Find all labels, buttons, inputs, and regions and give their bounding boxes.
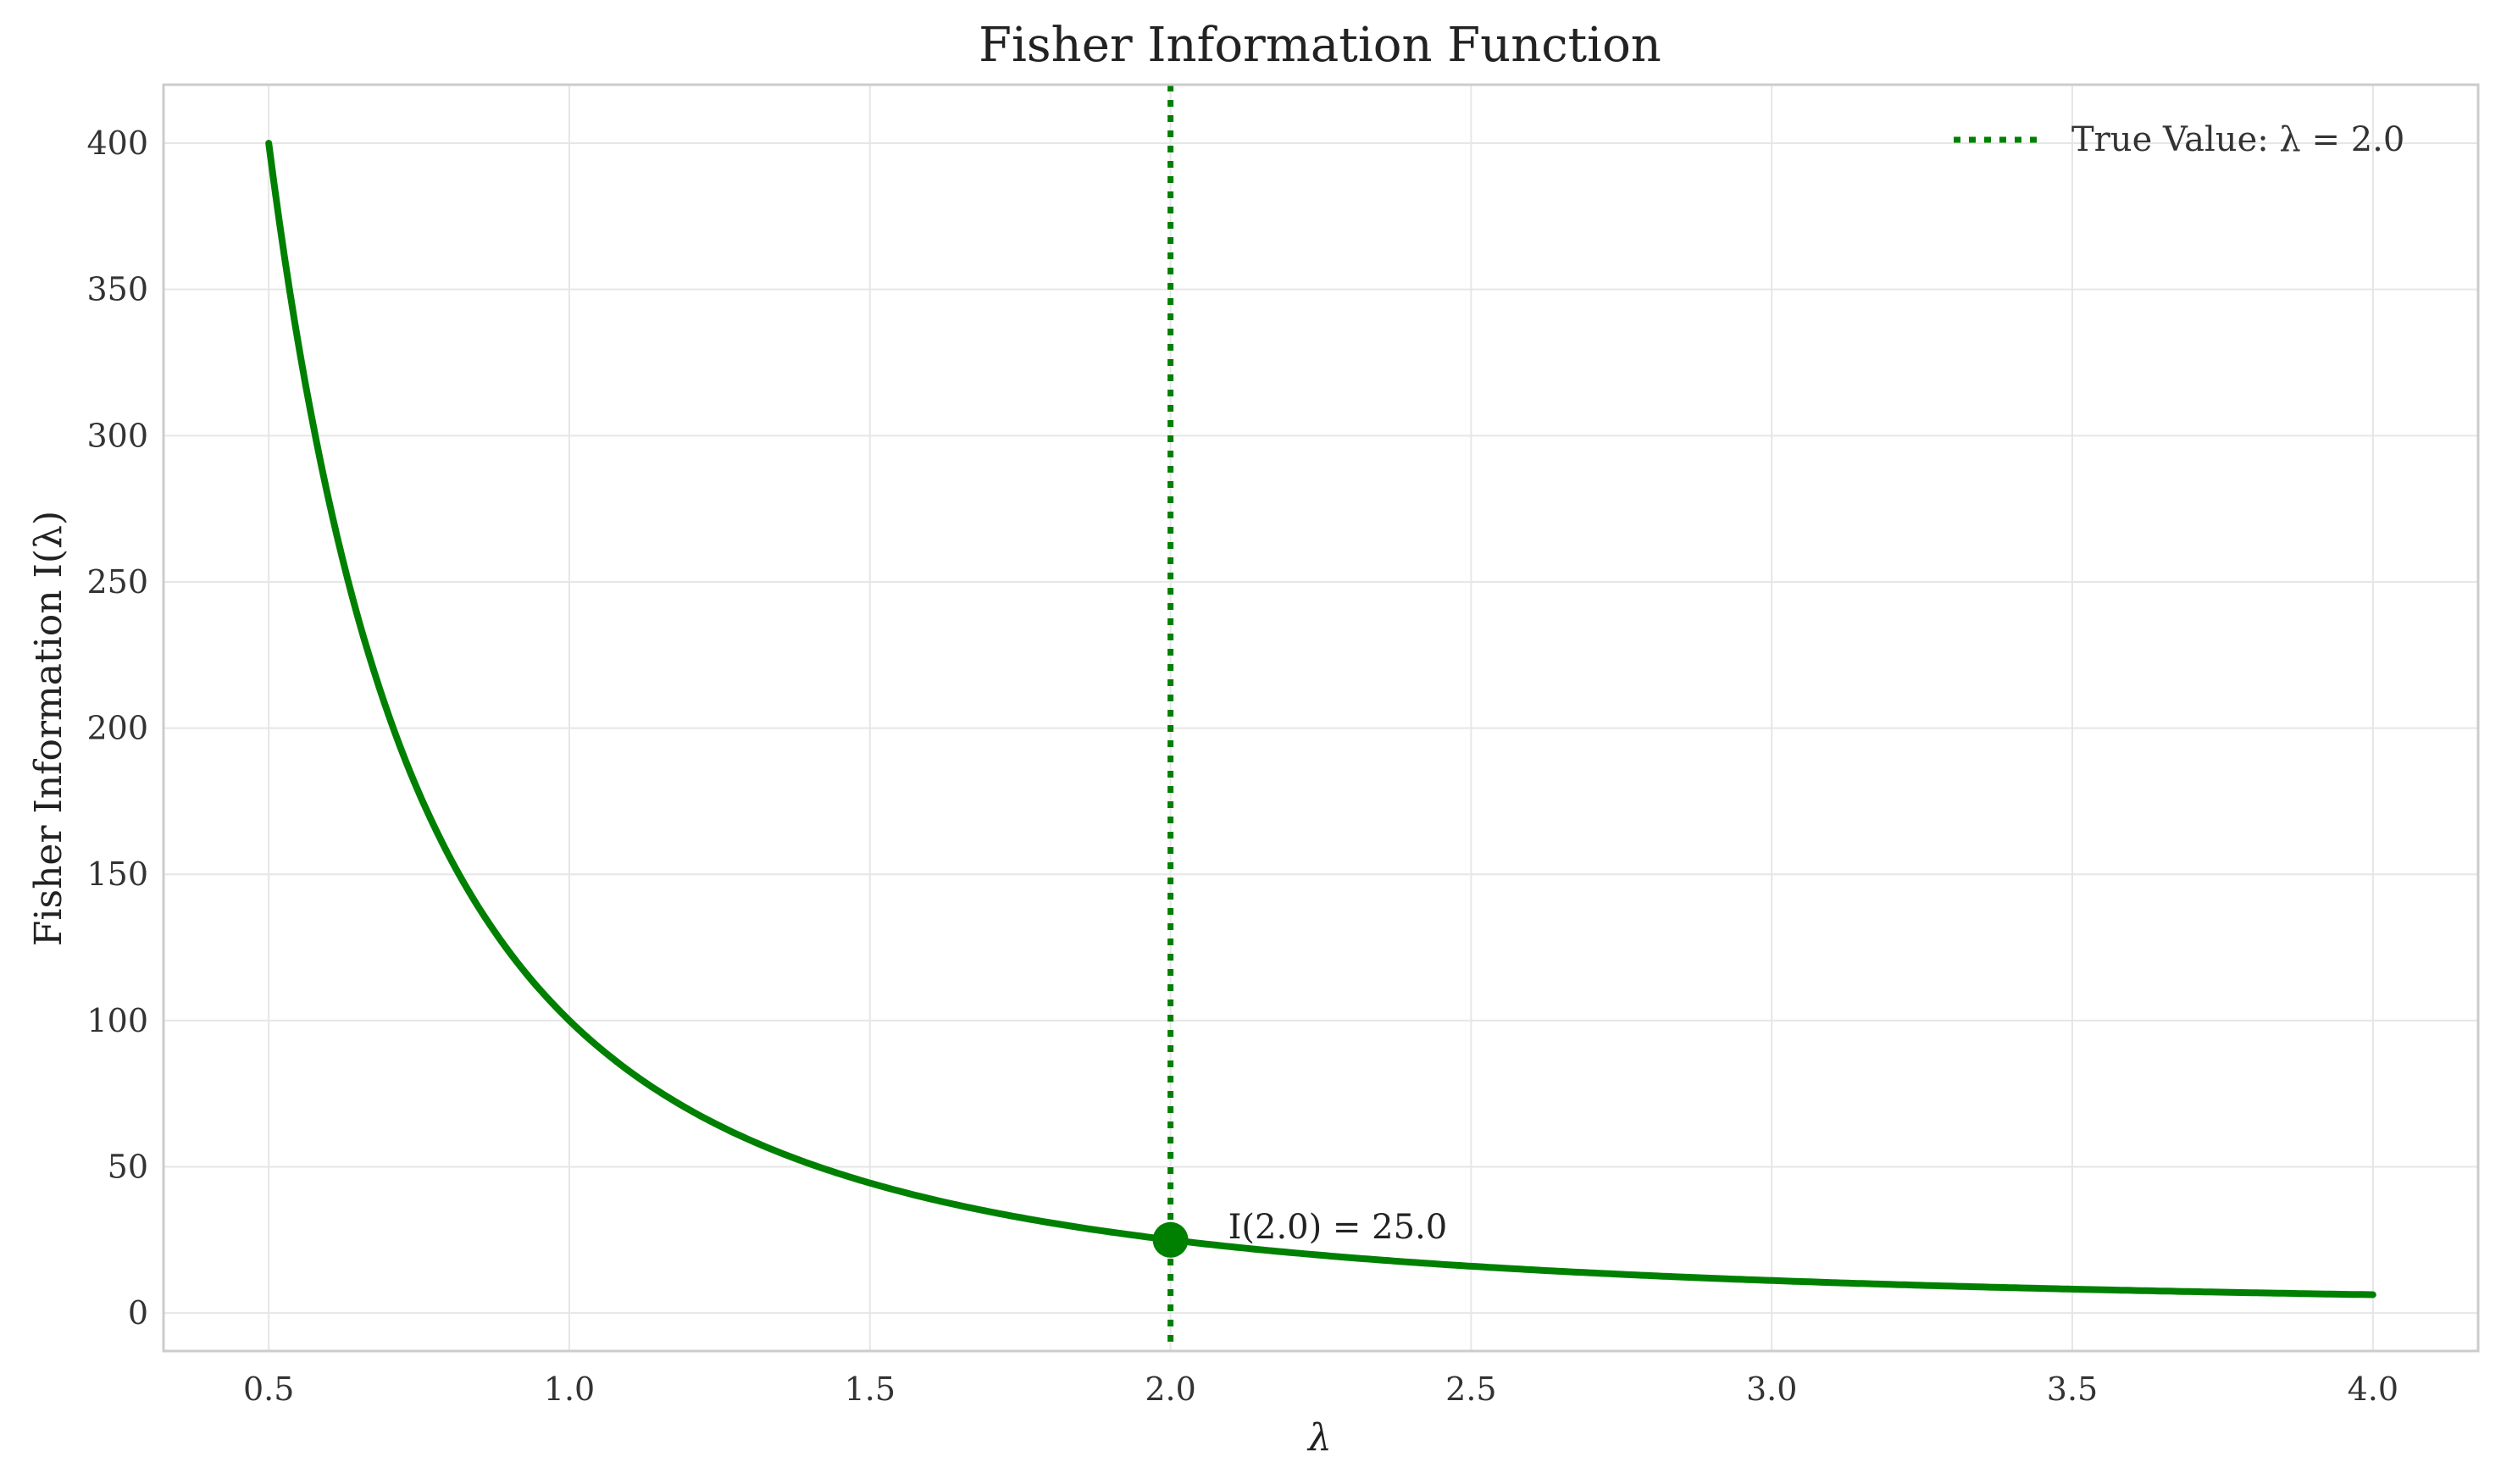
y-tick-label: 50 [108, 1148, 148, 1185]
y-axis-ticks: 0 50 100 150 200 250 300 350 400 [86, 125, 148, 1332]
legend-label: True Value: λ = 2.0 [2071, 120, 2404, 159]
y-tick-label: 150 [86, 856, 148, 893]
y-tick-label: 350 [86, 271, 148, 308]
x-tick-label: 2.0 [1145, 1370, 1195, 1408]
plot-area [265, 85, 2376, 1351]
x-axis-label: λ [1306, 1416, 1332, 1459]
x-tick-label: 1.5 [845, 1370, 896, 1408]
x-tick-label: 2.5 [1445, 1370, 1496, 1408]
y-tick-label: 0 [128, 1294, 148, 1332]
y-tick-label: 200 [86, 710, 148, 747]
marker-annotation: I(2.0) = 25.0 [1228, 1208, 1448, 1247]
y-axis-label: Fisher Information I(λ) [27, 511, 70, 946]
x-tick-label: 4.0 [2348, 1370, 2398, 1408]
x-tick-label: 3.5 [2047, 1370, 2098, 1408]
legend: True Value: λ = 2.0 [1954, 120, 2404, 159]
x-tick-label: 3.0 [1746, 1370, 1797, 1408]
grid-lines [164, 85, 2478, 1351]
true-value-marker [1152, 1221, 1189, 1258]
plot-frame [162, 83, 2480, 1353]
fisher-information-curve [265, 140, 2376, 1298]
x-tick-label: 1.0 [544, 1370, 595, 1408]
y-tick-label: 100 [86, 1002, 148, 1039]
x-tick-label: 0.5 [243, 1370, 294, 1408]
x-axis-ticks: 0.5 1.0 1.5 2.0 2.5 3.0 3.5 4.0 [243, 1370, 2398, 1408]
chart-title: Fisher Information Function [979, 18, 1661, 73]
y-tick-label: 400 [86, 125, 148, 162]
y-tick-label: 300 [86, 417, 148, 454]
y-tick-label: 250 [86, 563, 148, 601]
